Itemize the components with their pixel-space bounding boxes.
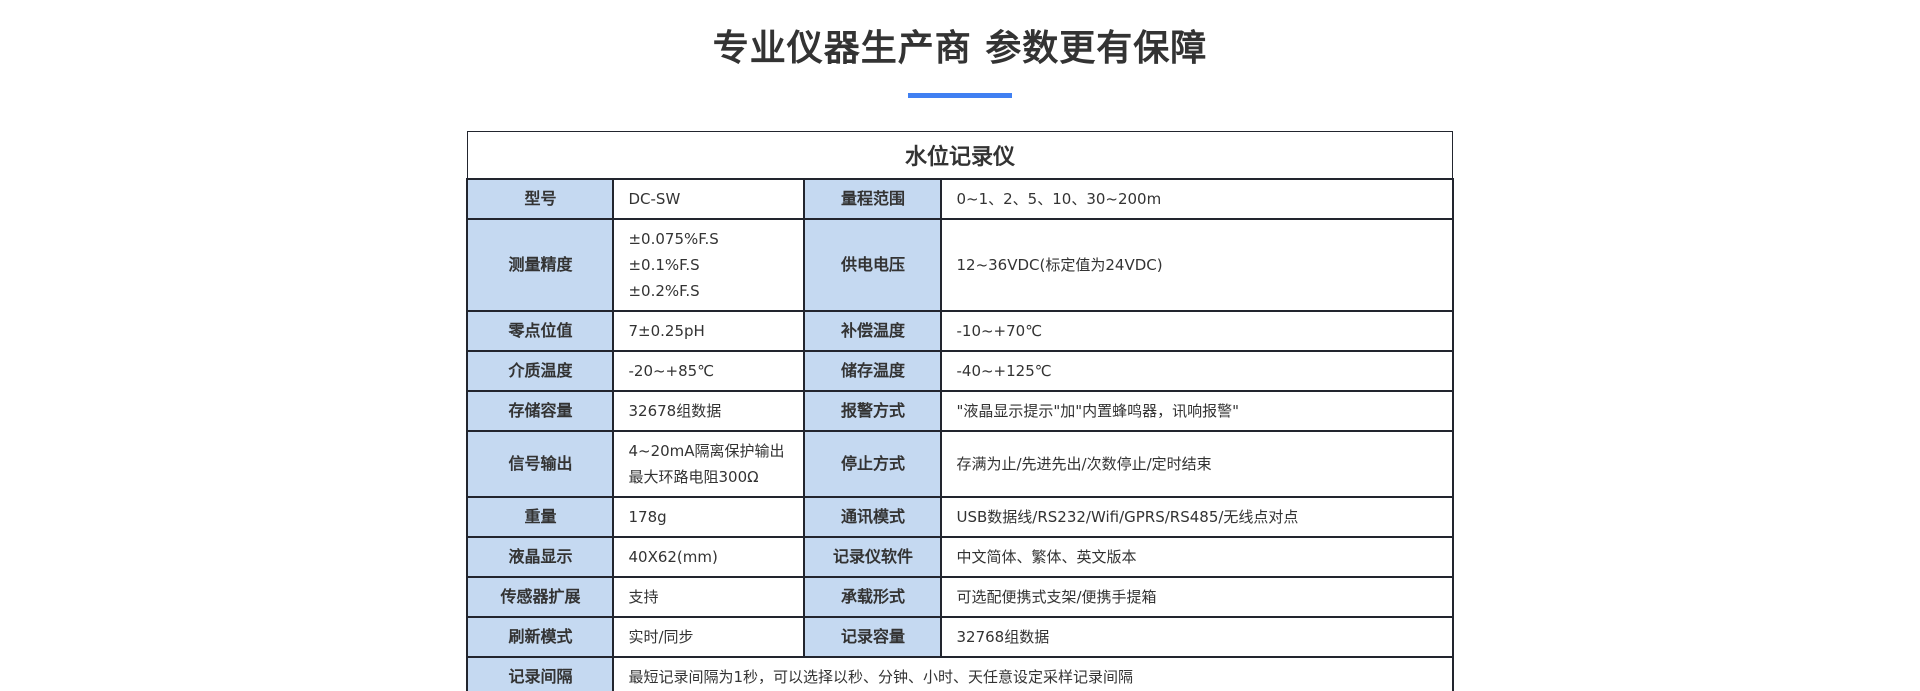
spec-value: 12~36VDC(标定值为24VDC) — [940, 218, 1454, 312]
title-underline — [908, 93, 1012, 98]
page-title: 专业仪器生产商 参数更有保障 — [712, 28, 1208, 69]
spec-value: USB数据线/RS232/Wifi/GPRS/RS485/无线点对点 — [940, 496, 1454, 538]
spec-value: 支持 — [612, 576, 806, 618]
spec-value: 32768组数据 — [940, 616, 1454, 658]
spec-label: 记录仪软件 — [803, 536, 943, 578]
spec-row: 液晶显示 40X62(mm) 记录仪软件 中文简体、繁体、英文版本 — [466, 536, 1454, 578]
spec-row: 型号 DC-SW 量程范围 0~1、2、5、10、30~200m — [466, 178, 1454, 220]
spec-row: 刷新模式 实时/同步 记录容量 32768组数据 — [466, 616, 1454, 658]
spec-table-body: 型号 DC-SW 量程范围 0~1、2、5、10、30~200m 测量精度 ±0.075%… — [466, 178, 1454, 691]
spec-value: "液晶显示提示"加"内置蜂鸣器，讯响报警" — [940, 390, 1454, 432]
spec-row: 零点位值 7±0.25pH 补偿温度 -10~+70℃ — [466, 310, 1454, 352]
spec-label: 测量精度 — [466, 218, 615, 312]
spec-row: 信号输出 4~20mA隔离保护输出 最大环路电阻300Ω 停止方式 存满为止/先进先出… — [466, 430, 1454, 498]
spec-row: 传感器扩展 支持 承载形式 可选配便携式支架/便携手提箱 — [466, 576, 1454, 618]
spec-label: 刷新模式 — [466, 616, 615, 658]
spec-label: 通讯模式 — [803, 496, 943, 538]
table-title-row: 水位记录仪 — [466, 131, 1454, 180]
spec-label: 记录间隔 — [466, 656, 615, 691]
spec-value: 存满为止/先进先出/次数停止/定时结束 — [940, 430, 1454, 498]
spec-label: 零点位值 — [466, 310, 615, 352]
spec-label: 补偿温度 — [803, 310, 943, 352]
spec-value: 32678组数据 — [612, 390, 806, 432]
spec-label: 型号 — [466, 178, 615, 220]
spec-value: 7±0.25pH — [612, 310, 806, 352]
table-title: 水位记录仪 — [466, 131, 1454, 180]
spec-table: 水位记录仪 型号 DC-SW 量程范围 0~1、2、5、10、30~200m 测量精度 ±… — [466, 131, 1454, 691]
spec-value: -10~+70℃ — [940, 310, 1454, 352]
spec-label: 量程范围 — [803, 178, 943, 220]
spec-value: DC-SW — [612, 178, 806, 220]
spec-label: 信号输出 — [466, 430, 615, 498]
spec-value: 0~1、2、5、10、30~200m — [940, 178, 1454, 220]
spec-value: 实时/同步 — [612, 616, 806, 658]
spec-value: 40X62(mm) — [612, 536, 806, 578]
spec-label: 传感器扩展 — [466, 576, 615, 618]
spec-row: 测量精度 ±0.075%F.S ±0.1%F.S ±0.2%F.S 供电电压 12~3… — [466, 218, 1454, 312]
spec-row-span: 记录间隔 最短记录间隔为1秒，可以选择以秒、分钟、小时、天任意设定采样记录间隔 — [466, 656, 1454, 691]
spec-label: 重量 — [466, 496, 615, 538]
spec-label: 记录容量 — [803, 616, 943, 658]
spec-value: 中文简体、繁体、英文版本 — [940, 536, 1454, 578]
spec-label: 供电电压 — [803, 218, 943, 312]
spec-row: 介质温度 -20~+85℃ 储存温度 -40~+125℃ — [466, 350, 1454, 392]
spec-label: 介质温度 — [466, 350, 615, 392]
spec-label: 储存温度 — [803, 350, 943, 392]
spec-value: ±0.075%F.S ±0.1%F.S ±0.2%F.S — [612, 218, 806, 312]
spec-label: 存储容量 — [466, 390, 615, 432]
spec-value: 最短记录间隔为1秒，可以选择以秒、分钟、小时、天任意设定采样记录间隔 — [612, 656, 1454, 691]
spec-label: 停止方式 — [803, 430, 943, 498]
spec-value: 可选配便携式支架/便携手提箱 — [940, 576, 1454, 618]
spec-label: 承载形式 — [803, 576, 943, 618]
spec-value: -40~+125℃ — [940, 350, 1454, 392]
spec-row: 重量 178g 通讯模式 USB数据线/RS232/Wifi/GPRS/RS485/无… — [466, 496, 1454, 538]
spec-value: -20~+85℃ — [612, 350, 806, 392]
spec-value: 178g — [612, 496, 806, 538]
spec-label: 液晶显示 — [466, 536, 615, 578]
spec-value: 4~20mA隔离保护输出 最大环路电阻300Ω — [612, 430, 806, 498]
spec-row: 存储容量 32678组数据 报警方式 "液晶显示提示"加"内置蜂鸣器，讯响报警" — [466, 390, 1454, 432]
spec-label: 报警方式 — [803, 390, 943, 432]
